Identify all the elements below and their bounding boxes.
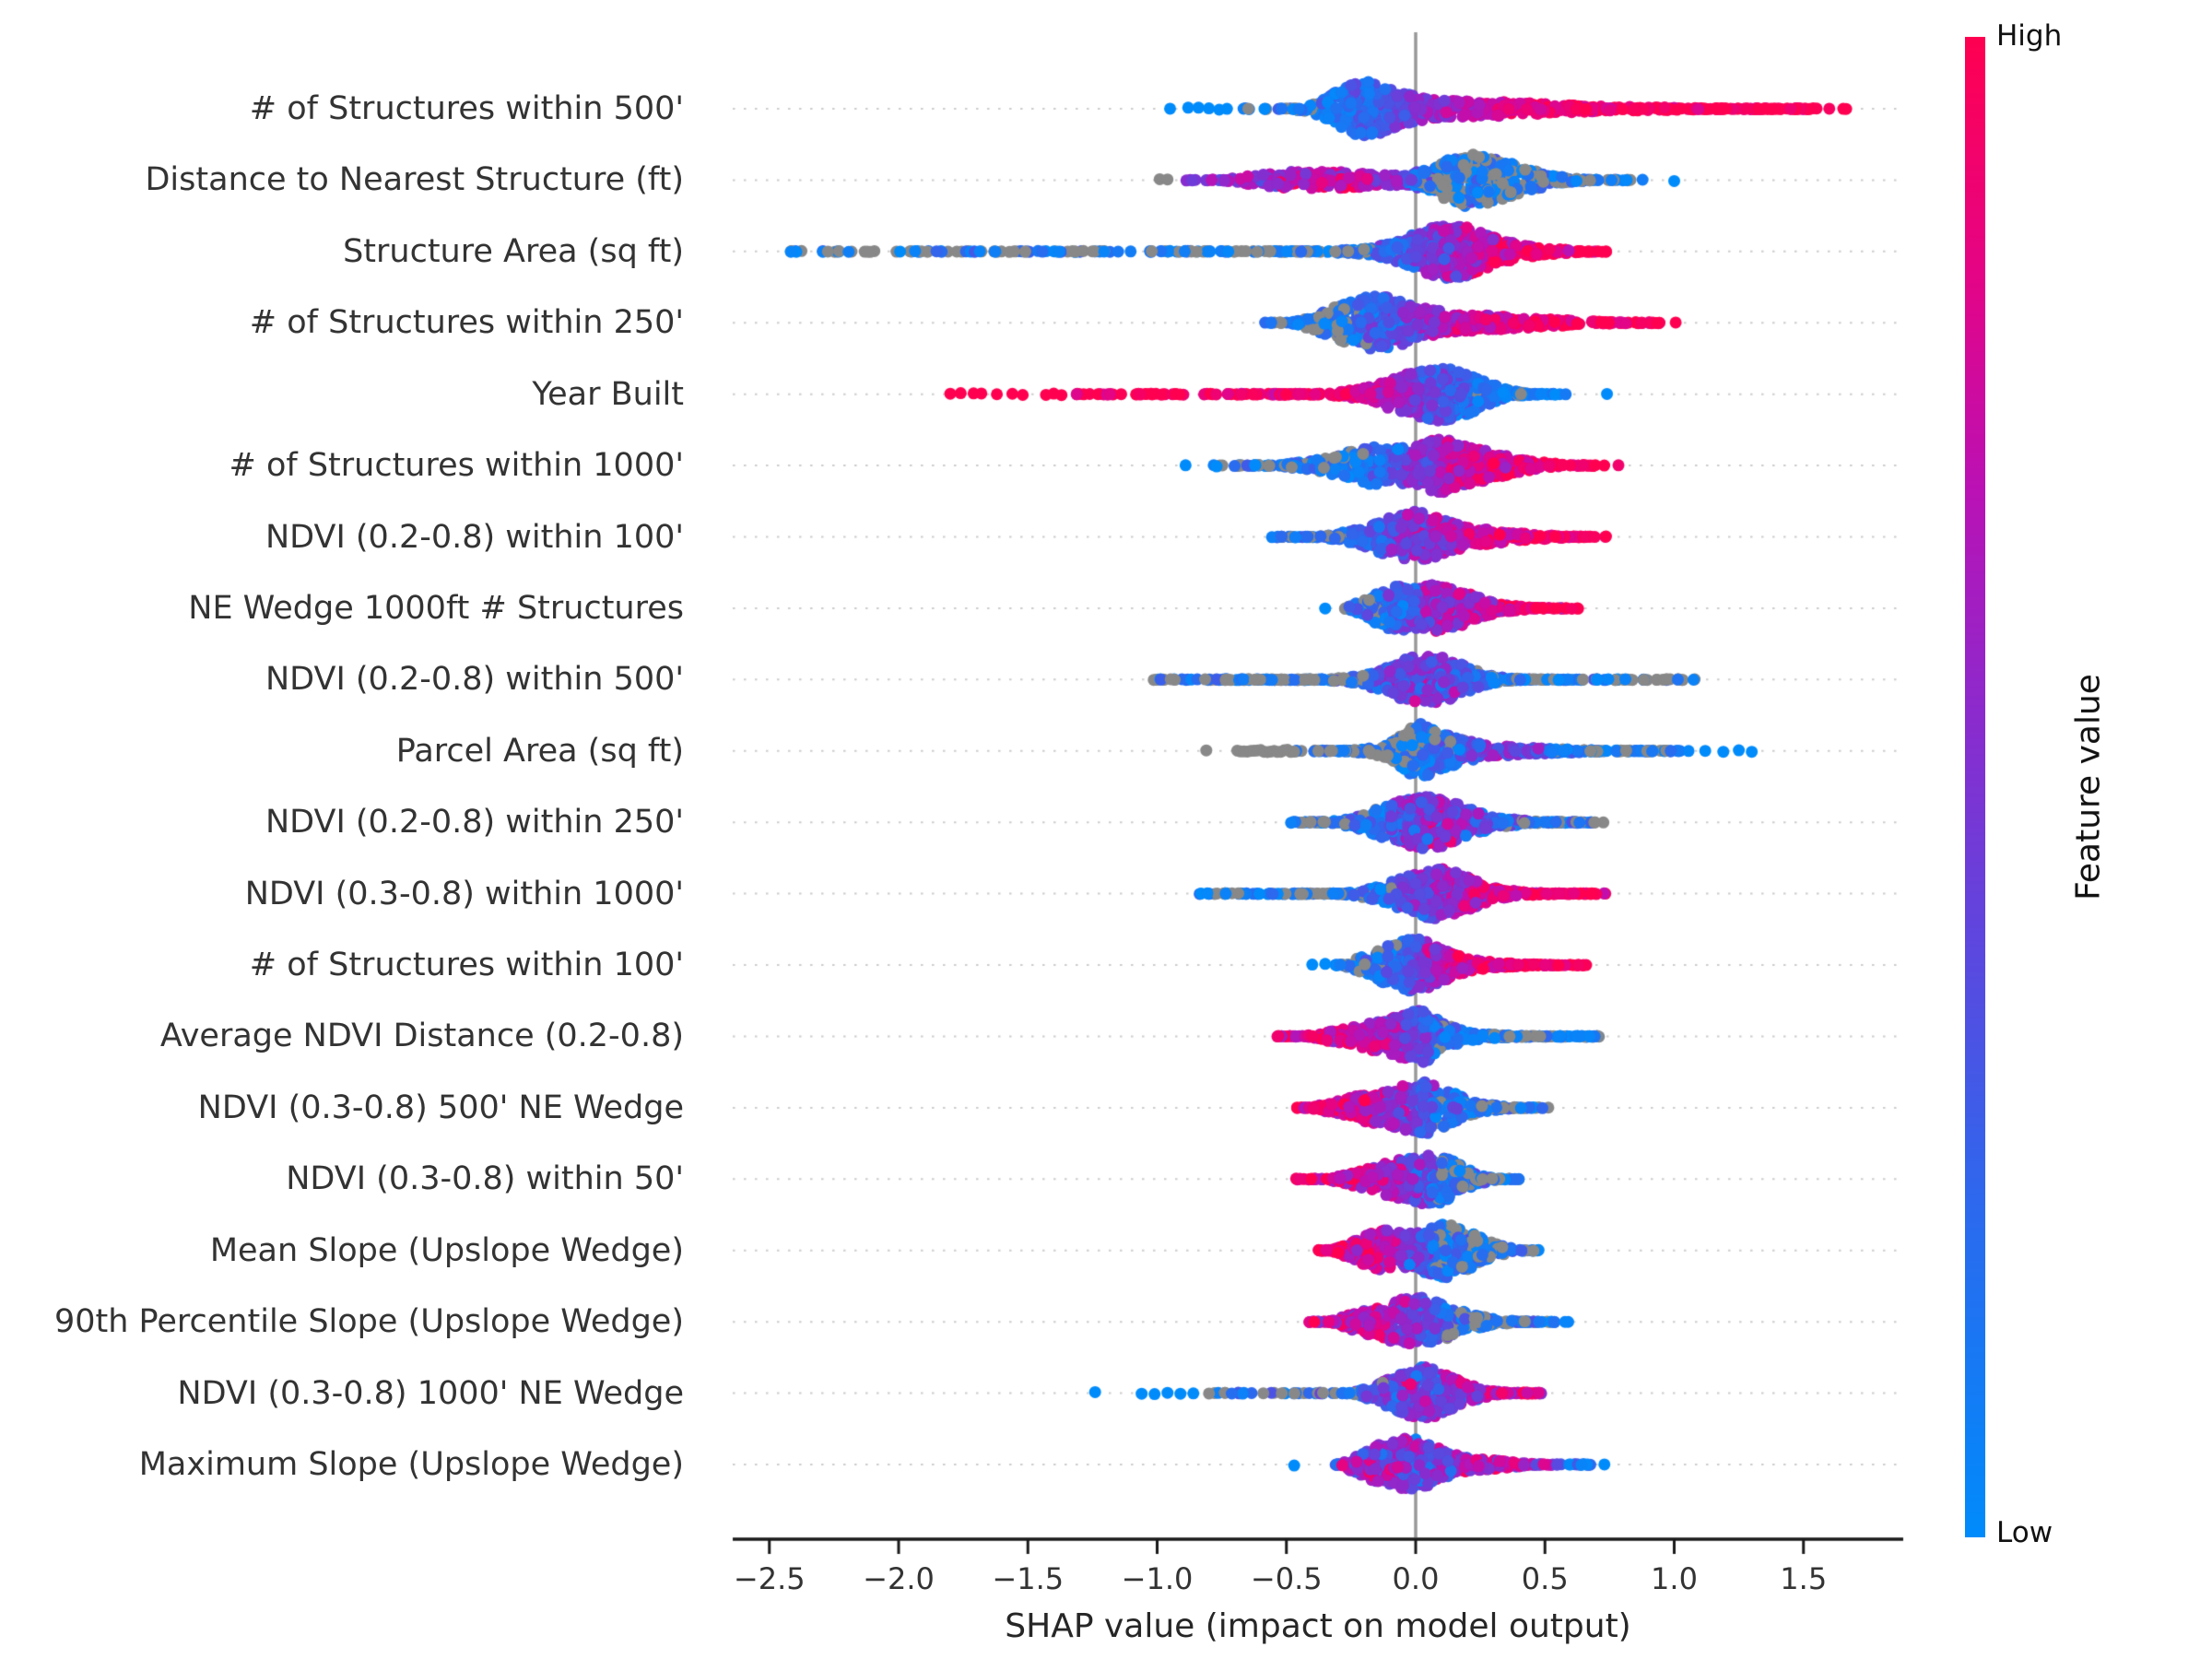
feature-label: # of Structures within 1000' xyxy=(229,447,684,485)
x-tick-label: 0.5 xyxy=(1521,1561,1569,1596)
feature-label: # of Structures within 250' xyxy=(249,304,684,342)
feature-label: NDVI (0.2-0.8) within 100' xyxy=(265,518,684,556)
colorbar-low-label: Low xyxy=(1996,1516,2053,1549)
x-tick-label: −2.0 xyxy=(863,1561,935,1596)
x-tick-label: −1.5 xyxy=(992,1561,1065,1596)
feature-label: Structure Area (sq ft) xyxy=(343,232,684,270)
feature-label: NDVI (0.3-0.8) 500' NE Wedge xyxy=(197,1088,684,1126)
feature-label: Year Built xyxy=(532,375,684,413)
feature-label: 90th Percentile Slope (Upslope Wedge) xyxy=(53,1303,684,1341)
x-axis-title: SHAP value (impact on model output) xyxy=(1005,1607,1631,1645)
colorbar-gradient xyxy=(1965,37,1985,1537)
x-tick-label: 0.0 xyxy=(1392,1561,1440,1596)
x-tick-label: −0.5 xyxy=(1250,1561,1323,1596)
feature-label: NDVI (0.3-0.8) within 1000' xyxy=(244,875,684,912)
feature-label: NDVI (0.2-0.8) within 250' xyxy=(265,804,684,841)
feature-label: NDVI (0.2-0.8) within 500' xyxy=(265,661,684,699)
x-tick-label: 1.0 xyxy=(1651,1561,1698,1596)
feature-label: Maximum Slope (Upslope Wedge) xyxy=(138,1445,684,1483)
feature-label: NE Wedge 1000ft # Structures xyxy=(188,589,684,627)
feature-label: # of Structures within 500' xyxy=(249,90,684,127)
colorbar-high-label: High xyxy=(1996,19,2063,53)
feature-label: NDVI (0.3-0.8) within 50' xyxy=(286,1160,684,1198)
feature-label: NDVI (0.3-0.8) 1000' NE Wedge xyxy=(177,1374,684,1412)
feature-label: Parcel Area (sq ft) xyxy=(395,732,684,770)
colorbar-title: Feature value xyxy=(2069,674,2108,900)
x-tick-label: −1.0 xyxy=(1121,1561,1194,1596)
feature-label: # of Structures within 100' xyxy=(249,947,684,984)
feature-label: Distance to Nearest Structure (ft) xyxy=(145,161,684,199)
x-tick-label: 1.5 xyxy=(1780,1561,1828,1596)
feature-label: Average NDVI Distance (0.2-0.8) xyxy=(159,1018,684,1055)
feature-label: Mean Slope (Upslope Wedge) xyxy=(209,1231,684,1269)
x-tick-label: −2.5 xyxy=(733,1561,806,1596)
